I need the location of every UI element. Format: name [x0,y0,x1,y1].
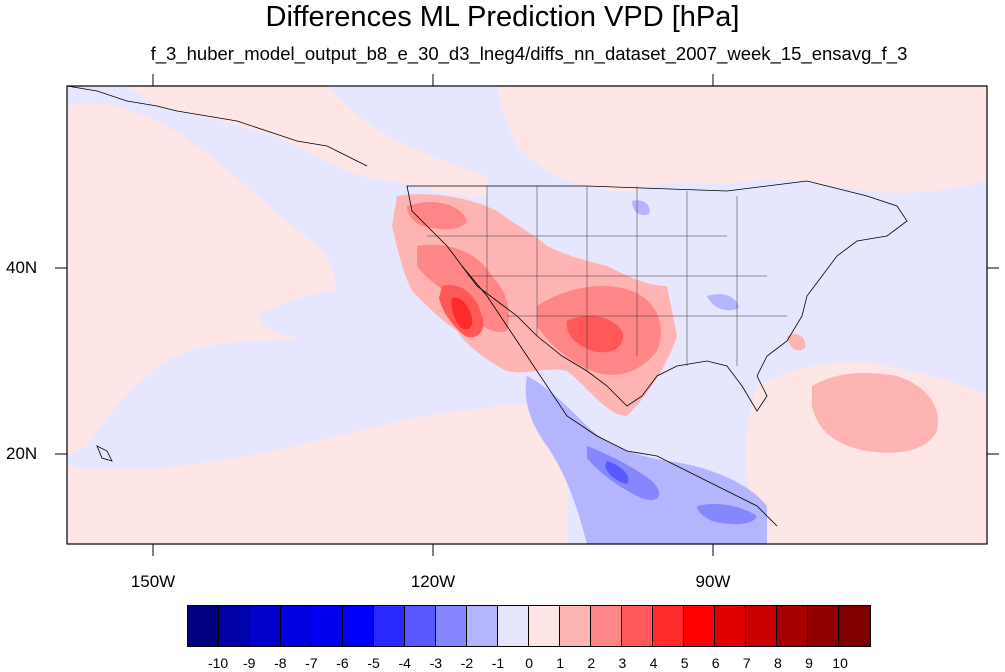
alaska-coast [67,86,368,167]
colorbar-label: -7 [305,655,318,671]
colorbar-swatch [250,606,282,646]
colorbar-label: 5 [680,655,689,671]
colorbar-swatch [715,606,747,646]
colorbar-label: 2 [587,655,596,671]
colorbar-label: 4 [649,655,658,671]
colorbar-label: -4 [398,655,411,671]
cool-anomaly-east [707,294,739,311]
colorbar-label: -2 [460,655,474,671]
colorbar-label: -5 [367,655,380,671]
pink-region-pacific-west [67,103,336,456]
cool-anomaly-plains [632,200,650,216]
blue-patch-pacific [257,289,375,338]
colorbar-swatch [808,606,840,646]
colorbar-swatch [281,606,313,646]
mexico-coast [461,265,778,527]
map-border [66,85,988,545]
colorbar-label: 1 [556,655,565,671]
colorbar-swatch [529,606,561,646]
pink-region-pacific-south [67,404,567,544]
colorbar-label: 3 [618,655,627,671]
lon-label-150w: 150W [130,572,176,591]
colorbar-label: 10 [832,655,848,671]
state-borders [427,186,787,371]
usa-outline [406,180,908,412]
colorbar-swatch [312,606,344,646]
map-subtitle: f_3_huber_model_output_b8_e_30_d3_lneg4/… [150,43,908,64]
colorbar-swatch [622,606,654,646]
warm-anomaly-core-1 [417,244,509,332]
pink-region-north [127,86,487,198]
cool-anomaly-south [697,504,757,525]
colorbar-label: -3 [429,655,443,671]
colorbar [187,605,872,647]
colorbar-swatch [374,606,406,646]
lon-label-90w: 90W [695,572,731,591]
colorbar-label: 9 [805,655,813,671]
colorbar-label: -10 [207,655,229,671]
colorbar-swatch [188,606,220,646]
colorbar-swatch [653,606,685,646]
warm-anomaly-carolina [787,334,806,351]
cool-anomaly-peak [605,461,629,484]
lon-label-120w: 120W [410,572,456,591]
colorbar-label: 6 [711,655,720,671]
colorbar-swatch [467,606,499,646]
colorbar-swatch [219,606,251,646]
colorbar-label: 8 [773,655,782,671]
colorbar-swatch [343,606,375,646]
warm-anomaly-atlantic [812,373,938,453]
coastlines [67,86,908,527]
colorbar-swatch [436,606,468,646]
warm-anomaly-texas [566,315,623,353]
lat-label-40n: 40N [6,258,38,277]
colorbar-label: 7 [742,655,751,671]
colorbar-swatch [777,606,809,646]
map-panel [67,86,987,544]
pink-region-canada [497,86,987,193]
colorbar-swatch [405,606,437,646]
cool-anomaly-mexico [525,376,767,544]
colorbar-label: 0 [525,655,533,671]
difference-map [67,86,987,544]
colorbar-label: -1 [491,655,505,671]
warm-anomaly-northwest [407,201,467,230]
map-title: Differences ML Prediction VPD [hPa] [265,1,740,33]
hawaii-islands [96,445,113,462]
axis-ticks [55,74,999,556]
colorbar-label: -9 [242,655,256,671]
colorbar-label: -8 [274,655,287,671]
colorbar-swatch [560,606,592,646]
lat-label-20n: 20N [6,444,38,463]
colorbar-swatch [839,606,871,646]
colorbar-swatch [746,606,778,646]
colorbar-swatch [498,606,530,646]
colorbar-label: -6 [336,655,349,671]
colorbar-swatch [684,606,716,646]
colorbar-swatch [591,606,623,646]
warm-anomaly-max [451,297,473,330]
